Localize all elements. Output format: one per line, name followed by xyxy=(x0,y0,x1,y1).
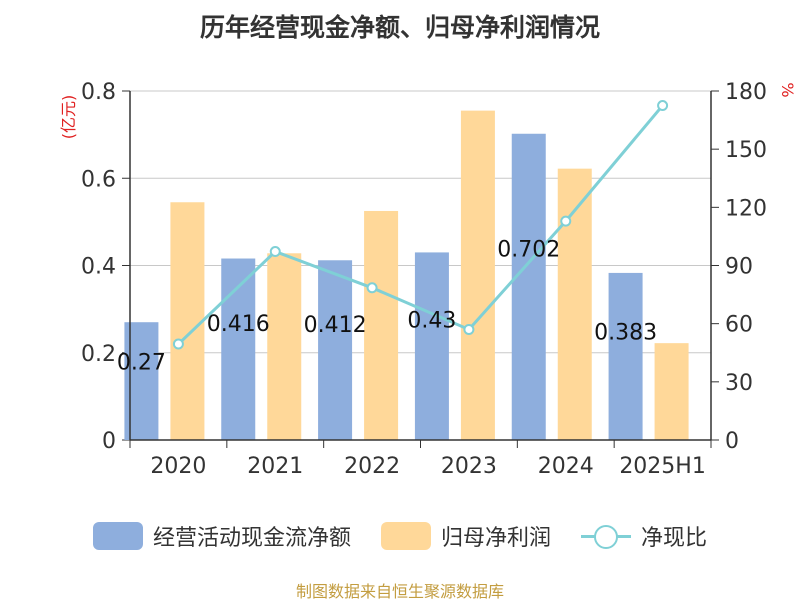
y-left-tick-label: 0.8 xyxy=(81,80,116,105)
source-note: 制图数据来自恒生聚源数据库 xyxy=(295,582,504,601)
point-ratio xyxy=(463,323,475,335)
x-tick-label: 2021 xyxy=(247,454,303,479)
legend-swatch-ratio xyxy=(581,522,631,550)
y-right-tick-label: 180 xyxy=(725,80,767,105)
y-left-tick-label: 0 xyxy=(102,429,116,454)
y-left-tick-label: 0.2 xyxy=(81,342,116,367)
bar-net-profit xyxy=(460,110,495,440)
bar-net-profit xyxy=(654,343,689,440)
y-right-tick-label: 60 xyxy=(725,313,753,338)
point-ratio xyxy=(657,100,669,112)
point-ratio xyxy=(560,215,572,227)
data-label-cash-flow: 0.383 xyxy=(594,321,657,346)
bar-cash-flow xyxy=(608,272,643,440)
x-tick-label: 2023 xyxy=(441,454,497,479)
y-left-tick-label: 0.6 xyxy=(81,167,116,192)
bar-cash-flow xyxy=(318,260,353,440)
legend: 经营活动现金流净额 归母净利润 净现比 xyxy=(0,518,800,554)
bar-cash-flow xyxy=(414,252,449,440)
y-left-tick-label: 0.4 xyxy=(81,255,116,280)
legend-swatch-net-profit xyxy=(380,522,431,550)
legend-item-cash-flow[interactable]: 经营活动现金流净额 xyxy=(92,520,351,552)
x-tick-label: 2022 xyxy=(344,454,400,479)
legend-item-ratio[interactable]: 净现比 xyxy=(581,520,707,552)
data-label-cash-flow: 0.412 xyxy=(304,313,367,338)
data-label-cash-flow: 0.702 xyxy=(497,237,560,262)
legend-item-net-profit[interactable]: 归母净利润 xyxy=(380,520,551,552)
bar-cash-flow xyxy=(511,133,546,440)
legend-label-net-profit: 归母净利润 xyxy=(440,526,551,551)
y-right-tick-label: 30 xyxy=(725,371,753,396)
chart-title: 历年经营现金净额、归母净利润情况 xyxy=(199,13,600,42)
y-right-tick-label: 90 xyxy=(725,255,753,280)
bar-net-profit xyxy=(364,210,399,440)
point-ratio xyxy=(269,246,281,258)
point-ratio xyxy=(366,282,378,294)
bar-net-profit xyxy=(267,253,302,440)
y-right-tick-label: 0 xyxy=(725,429,739,454)
x-tick-label: 2024 xyxy=(538,454,594,479)
x-tick-label: 2025H1 xyxy=(619,454,706,479)
legend-swatch-cash-flow xyxy=(92,522,143,550)
data-label-cash-flow: 0.416 xyxy=(207,312,270,337)
point-ratio xyxy=(172,338,184,350)
y-left-unit: (亿元) xyxy=(59,95,78,140)
y-right-tick-label: 120 xyxy=(725,196,767,221)
bar-net-profit xyxy=(557,168,592,440)
bar-net-profit xyxy=(170,202,205,440)
y-right-unit: % xyxy=(778,82,797,97)
legend-label-ratio: 净现比 xyxy=(641,526,708,551)
data-label-cash-flow: 0.43 xyxy=(407,308,456,333)
line-ratio xyxy=(177,104,664,346)
data-label-cash-flow: 0.27 xyxy=(117,350,166,375)
legend-label-cash-flow: 经营活动现金流净额 xyxy=(152,526,351,551)
x-tick-label: 2020 xyxy=(150,454,206,479)
y-right-tick-label: 150 xyxy=(725,138,767,163)
